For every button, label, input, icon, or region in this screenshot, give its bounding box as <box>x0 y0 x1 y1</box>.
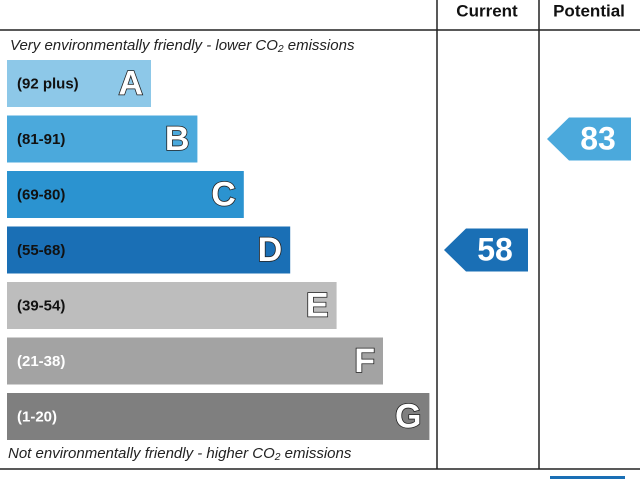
band-range: (1-20) <box>17 408 57 425</box>
band-range: (69-80) <box>17 186 65 203</box>
band-bar <box>7 171 244 218</box>
band-letter: G <box>395 397 421 435</box>
current-header: Current <box>456 1 518 20</box>
band-letter: F <box>354 342 375 380</box>
band-range: (21-38) <box>17 353 65 370</box>
potential-header: Potential <box>553 1 625 20</box>
band-letter: A <box>118 64 143 102</box>
band-bar <box>7 226 291 274</box>
potential-value: 83 <box>580 120 616 156</box>
band-letter: B <box>165 120 190 158</box>
current-arrow <box>444 228 528 272</box>
band-letter: E <box>306 286 329 324</box>
current-value: 58 <box>477 231 513 267</box>
top-note: Very environmentally friendly - lower CO… <box>10 37 355 54</box>
band-letter: D <box>258 231 283 269</box>
band-range: (39-54) <box>17 297 65 314</box>
potential-arrow <box>547 117 631 161</box>
band-bar <box>7 115 198 163</box>
band-bar <box>7 60 151 107</box>
band-range: (81-91) <box>17 131 65 148</box>
band-bar <box>7 393 430 440</box>
band-range: (92 plus) <box>17 75 79 92</box>
band-bar <box>7 282 337 329</box>
next-panel-edge <box>550 476 625 479</box>
band-bar <box>7 337 383 385</box>
band-letter: C <box>211 175 236 213</box>
band-range: (55-68) <box>17 242 65 259</box>
bottom-note: Not environmentally friendly - higher CO… <box>8 445 352 462</box>
